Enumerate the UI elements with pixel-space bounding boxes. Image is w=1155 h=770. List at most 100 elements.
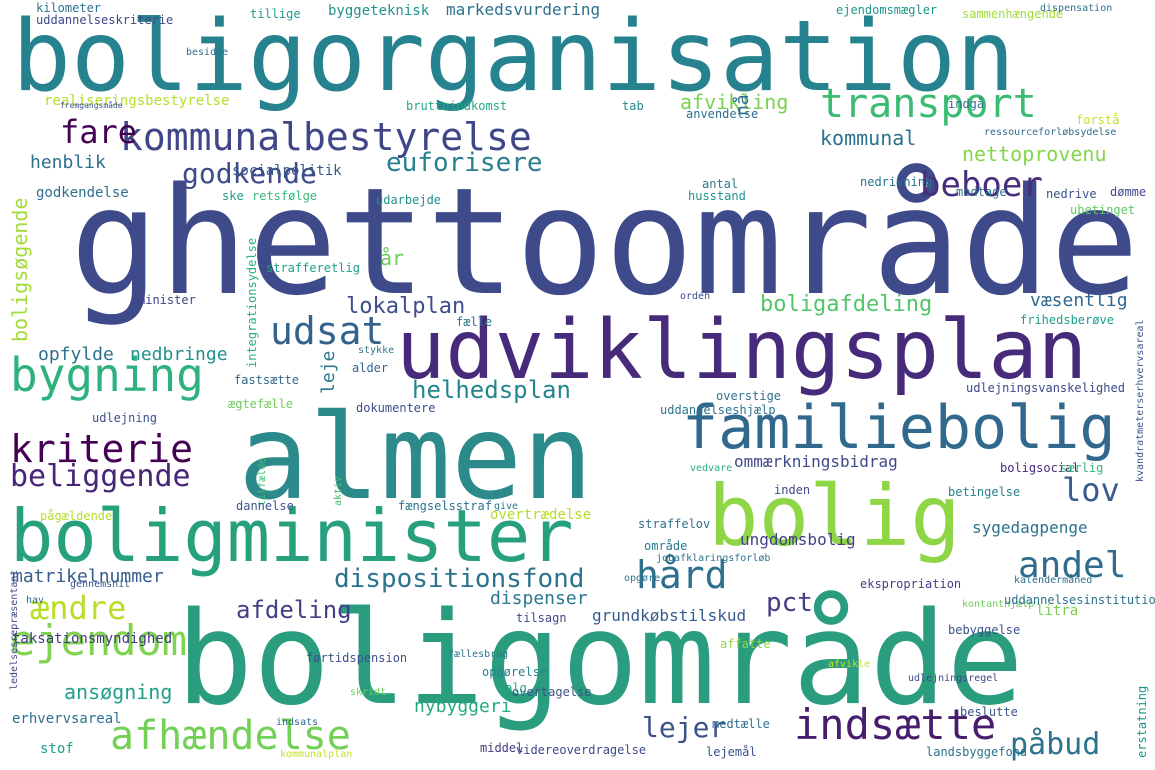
cloud-word: middel (480, 741, 524, 755)
cloud-word: år (380, 246, 405, 270)
cloud-word: landsbyggefond (926, 745, 1028, 759)
cloud-word: afdeling (236, 596, 352, 624)
cloud-word: ejendomsmægler (836, 3, 938, 17)
cloud-word: alder (352, 361, 389, 375)
cloud-word: særlig (1060, 461, 1104, 475)
cloud-word: ejendom (10, 616, 188, 665)
cloud-word: socialpolitik (232, 163, 342, 179)
cloud-word: fængselsstraf (398, 499, 492, 513)
cloud-word: andel (1018, 545, 1127, 586)
cloud-word: nedrivning (860, 175, 933, 189)
cloud-word: anvendelse (686, 107, 759, 121)
cloud-word: kommunalplan (280, 749, 353, 760)
cloud-word: lejemål (706, 745, 757, 759)
cloud-word: erstatning (1135, 686, 1149, 759)
cloud-word: tilsagn (516, 611, 567, 625)
cloud-word: besidde (186, 47, 229, 58)
cloud-word: boligsocial (1000, 461, 1080, 475)
cloud-word: dispositionsfond (334, 564, 585, 594)
cloud-word: dømme (1110, 185, 1147, 199)
cloud-word: markedsvurdering (446, 0, 601, 19)
cloud-word: modtage (956, 185, 1007, 199)
cloud-word: fastsætte (234, 373, 300, 387)
cloud-word: udlejningsvanskelighed (966, 381, 1125, 395)
cloud-word: nettoprovenu (962, 142, 1107, 166)
cloud-word: erhvervsareal (12, 711, 122, 727)
cloud-word: førtidspension (306, 651, 408, 665)
cloud-word: ægtefælle (228, 397, 294, 411)
cloud-word: vedvare (690, 463, 733, 474)
cloud-word: overstige (716, 389, 782, 403)
cloud-word: bebyggelse (948, 623, 1021, 637)
cloud-word: kriterie (10, 427, 194, 471)
cloud-word: boligorganisation (12, 0, 1016, 114)
cloud-word: dispenser (490, 588, 588, 609)
cloud-word: indsats (276, 717, 319, 728)
cloud-word: almen (238, 388, 594, 526)
cloud-word: dannelse (236, 499, 294, 513)
cloud-word: overtrædelse (490, 507, 592, 523)
cloud-word: boligminister (10, 494, 574, 578)
cloud-word: nå (732, 93, 753, 116)
cloud-word: aktiv (333, 475, 344, 506)
cloud-word: taksationsmyndighed (12, 631, 173, 647)
cloud-word: forstå (1076, 113, 1120, 127)
cloud-word: integrationsydelse (245, 238, 259, 369)
cloud-word: give (494, 501, 519, 512)
cloud-word: lejer (642, 711, 727, 744)
cloud-word: sygedagpenge (972, 518, 1088, 537)
cloud-word: overtagelse (512, 685, 592, 699)
cloud-word: grundkøbstilskud (592, 606, 747, 625)
cloud-word: afvikle (828, 659, 871, 670)
cloud-word: uddannelsesinstitution (1004, 593, 1155, 607)
cloud-word: ledelsesrepræsentant (9, 569, 20, 690)
cloud-word: hård (636, 553, 728, 597)
cloud-word: straffelov (638, 517, 711, 531)
cloud-word: dokumentere (356, 401, 436, 415)
cloud-word: ændre (30, 589, 127, 627)
cloud-word: kilometer (36, 1, 102, 15)
cloud-word: opgørelse (482, 665, 548, 679)
cloud-word: ommærkningsbidrag (734, 452, 898, 471)
cloud-word: udlejningsregel (908, 673, 999, 684)
cloud-word: nybyggeri (414, 696, 512, 717)
cloud-word: matrikelnummer (12, 566, 164, 587)
cloud-word: kalendermåned (1014, 575, 1093, 586)
cloud-word: ejendomsvurdering (10, 0, 21, 1)
cloud-word: euforisere (386, 148, 543, 178)
cloud-word: fare (60, 113, 138, 151)
cloud-word: ansøgning (64, 680, 173, 704)
cloud-word: pct (766, 588, 813, 618)
cloud-word: boligområde (176, 585, 1024, 734)
cloud-word: sammenhængende (962, 7, 1064, 21)
cloud-word: ungdomsbolig (740, 530, 856, 549)
cloud-word: boligsøgende (8, 197, 32, 343)
cloud-word: kvandratmeterserhvervsareal (1135, 319, 1146, 482)
cloud-word: kommunal (820, 126, 917, 150)
cloud-word: ghettoområde (70, 156, 1140, 328)
cloud-word: hav (26, 595, 45, 606)
cloud-word: leje (318, 350, 339, 394)
cloud-word: boligafdeling (760, 292, 933, 317)
cloud-word: gennemsnit (70, 579, 131, 590)
cloud-word: fremgangsmåde (60, 101, 123, 110)
cloud-word: indsætte (794, 700, 997, 749)
cloud-word: lokalplan (346, 294, 466, 319)
cloud-word: bolig (708, 467, 961, 565)
cloud-word: ubetinget (1070, 203, 1136, 217)
cloud-word: uddannelseshjælp (660, 403, 776, 417)
cloud-word: indgå (948, 97, 985, 111)
cloud-word: opfylde (38, 344, 114, 365)
cloud-word: strafferetlig (266, 261, 360, 275)
cloud-word: udsat (270, 309, 385, 353)
cloud-word: helhedsplan (412, 376, 571, 404)
cloud-word: medtælle (712, 717, 770, 731)
cloud-word: henblik (30, 152, 106, 173)
cloud-word: orden (680, 291, 711, 302)
cloud-word: minister (138, 293, 196, 307)
cloud-word: inden (774, 483, 811, 497)
cloud-word: tab (622, 99, 644, 113)
cloud-word: udlejning (92, 411, 158, 425)
cloud-word: beslutte (960, 705, 1018, 719)
cloud-word: betingelse (948, 485, 1021, 499)
